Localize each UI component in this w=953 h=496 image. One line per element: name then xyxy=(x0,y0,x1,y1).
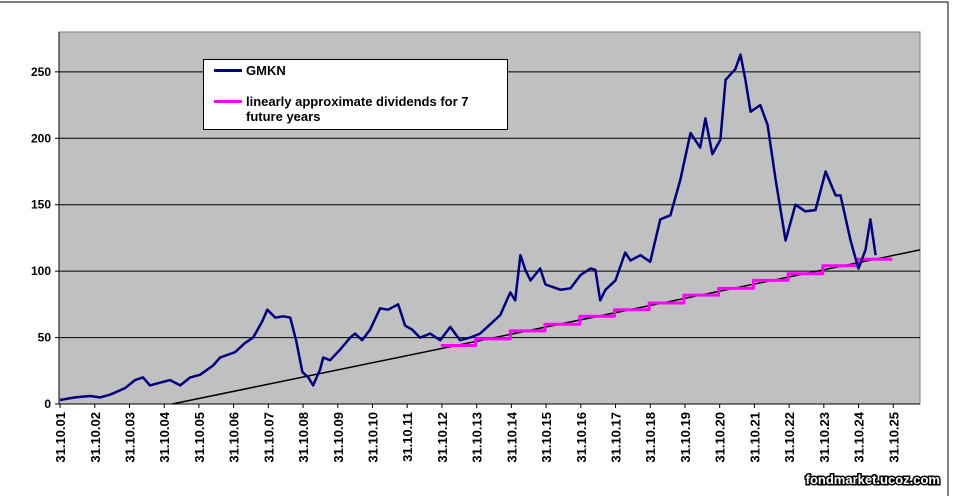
x-tick-label: 31.10.18 xyxy=(643,412,658,463)
legend-label: linearly approximate dividends for 7 fut… xyxy=(246,94,469,124)
x-tick-label: 31.10.25 xyxy=(886,412,901,463)
lines xyxy=(59,53,921,405)
legend-swatch xyxy=(214,100,242,103)
x-tick-label: 31.10.09 xyxy=(331,412,346,463)
y-tick-label: 200 xyxy=(31,131,51,145)
x-tick-label: 31.10.14 xyxy=(504,411,519,462)
x-tick-label: 31.10.12 xyxy=(435,412,450,463)
x-tick-label: 31.10.19 xyxy=(678,412,693,463)
x-tick-label: 31.10.01 xyxy=(53,412,68,463)
watermark: fondmarket.ucoz.com xyxy=(806,472,940,487)
x-tick-label: 31.10.13 xyxy=(470,412,485,463)
y-tick-label: 100 xyxy=(31,264,51,278)
y-tick-label: 250 xyxy=(31,65,51,79)
x-tick-label: 31.10.10 xyxy=(366,412,381,463)
x-tick-label: 31.10.06 xyxy=(227,412,242,463)
x-tick-label: 31.10.07 xyxy=(261,412,276,463)
y-tick-label: 150 xyxy=(31,198,51,212)
axes: 0 50 100 150 200 250 31.10.01 31.10.02 31.10.03 3… xyxy=(31,32,920,463)
x-tick-label: 31.10.05 xyxy=(192,412,207,463)
x-tick-label: 31.10.16 xyxy=(574,412,589,463)
x-tick-label: 31.10.17 xyxy=(609,412,624,463)
legend-swatch xyxy=(214,69,242,72)
y-tick-label: 0 xyxy=(44,397,51,411)
legend: GMKN linearly approximate dividends for … xyxy=(203,59,508,130)
x-tick-label: 31.10.22 xyxy=(782,412,797,463)
x-tick-label: 31.10.21 xyxy=(747,412,762,463)
x-tick-label: 31.10.23 xyxy=(817,412,832,463)
y-tick-label: 50 xyxy=(38,331,52,345)
x-tick-label: 31.10.04 xyxy=(157,411,172,462)
series-line xyxy=(440,257,893,347)
x-tick-label: 31.10.03 xyxy=(122,412,137,463)
x-tick-label: 31.10.02 xyxy=(88,412,103,463)
x-tick-label: 31.10.24 xyxy=(852,411,867,462)
series-line xyxy=(59,53,877,402)
x-tick-label: 31.10.20 xyxy=(713,412,728,463)
x-tick-label: 31.10.15 xyxy=(539,412,554,463)
legend-label: GMKN xyxy=(246,63,286,78)
x-tick-label: 31.10.11 xyxy=(400,412,415,462)
x-tick-label: 31.10.08 xyxy=(296,412,311,463)
